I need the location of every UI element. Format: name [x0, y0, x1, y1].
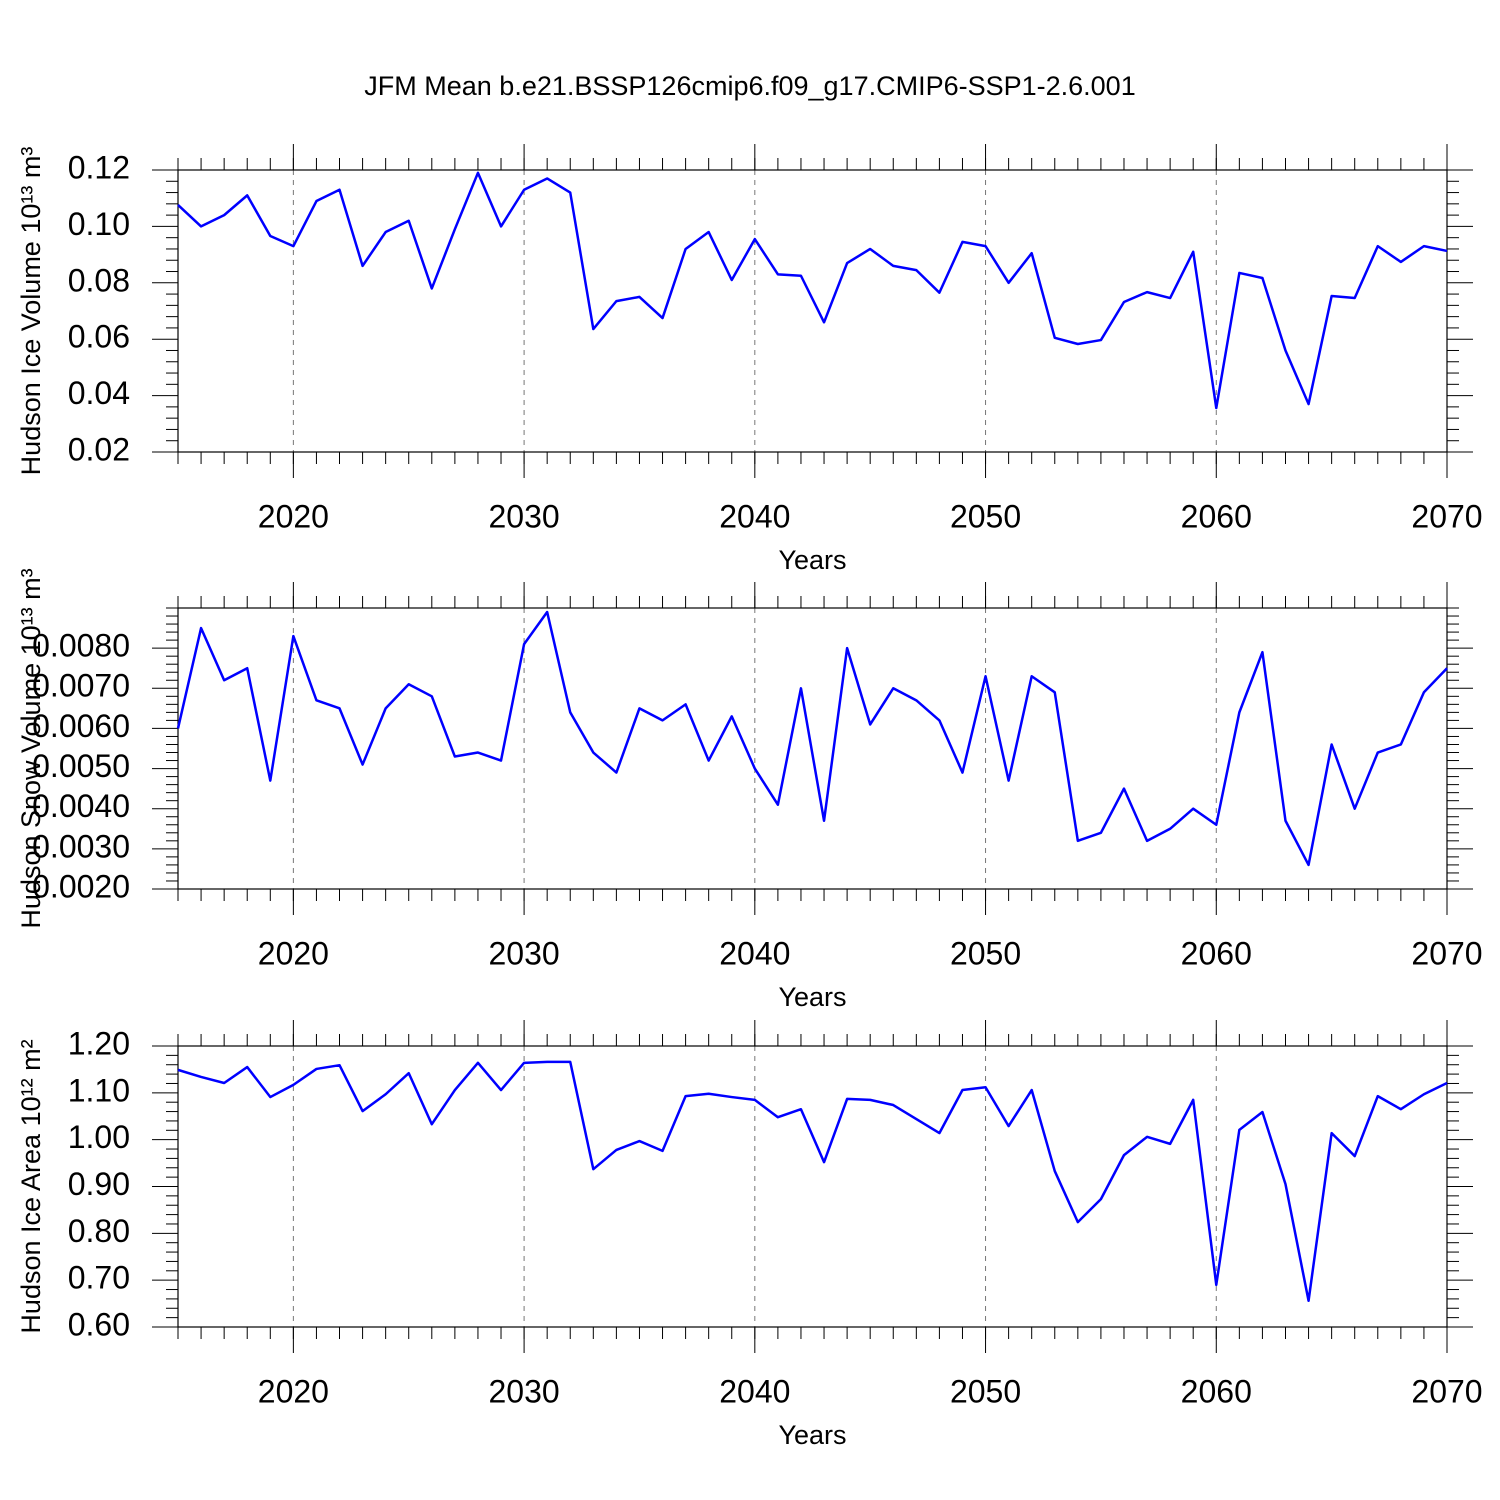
x-tick-label: 2070	[1411, 498, 1482, 534]
x-tick-label: 2060	[1181, 935, 1252, 971]
x-axis-label: Years	[778, 982, 846, 1012]
y-tick-label: 0.80	[68, 1213, 130, 1249]
x-axis-label: Years	[778, 545, 846, 575]
data-line	[177, 1060, 1448, 1303]
plot-frame	[177, 607, 1448, 890]
x-tick-label: 2030	[488, 498, 559, 534]
x-tick-label: 2040	[719, 498, 790, 534]
data-line	[177, 171, 1448, 410]
y-tick-label: 0.0030	[32, 828, 130, 864]
panel: 2020 2030 2040 2050 2060 2070 0.02 0.04 0.06 0.08…	[16, 144, 1483, 575]
y-tick-label: 0.12	[68, 149, 130, 185]
x-tick-label: 2070	[1411, 1373, 1482, 1409]
x-tick-label: 2060	[1181, 1373, 1252, 1409]
x-tick-label: 2040	[719, 935, 790, 971]
x-tick-label: 2060	[1181, 498, 1252, 534]
y-tick-label: 0.06	[68, 319, 130, 355]
x-tick-label: 2050	[950, 498, 1021, 534]
panel: 2020 2030 2040 2050 2060 2070 0.60 0.70 0.80 0.90…	[16, 1020, 1483, 1450]
plot-frame	[177, 169, 1448, 453]
x-tick-label: 2070	[1411, 935, 1482, 971]
y-tick-label: 0.0080	[32, 628, 130, 664]
x-tick-label: 2040	[719, 1373, 790, 1409]
y-tick-label: 0.0040	[32, 788, 130, 824]
y-tick-label: 0.0020	[32, 868, 130, 904]
y-tick-label: 0.0060	[32, 708, 130, 744]
x-axis-label: Years	[778, 1420, 846, 1450]
x-tick-label: 2020	[258, 935, 329, 971]
x-tick-label: 2030	[488, 935, 559, 971]
y-tick-label: 0.0070	[32, 668, 130, 704]
y-tick-label: 0.08	[68, 262, 130, 298]
y-tick-label: 0.0050	[32, 748, 130, 784]
y-axis-label: Hudson Snow Volume 10¹³ m³	[16, 568, 46, 928]
plot-frame	[177, 1045, 1448, 1328]
data-line	[176, 610, 1448, 867]
y-axis-label: Hudson Ice Area 10¹² m²	[16, 1039, 46, 1333]
y-tick-label: 0.60	[68, 1306, 130, 1342]
y-tick-label: 0.10	[68, 206, 130, 242]
y-tick-label: 0.02	[68, 431, 130, 467]
y-tick-label: 1.10	[68, 1072, 130, 1108]
figure-title: JFM Mean b.e21.BSSP126cmip6.f09_g17.CMIP…	[364, 71, 1135, 101]
y-tick-label: 0.90	[68, 1166, 130, 1202]
y-tick-label: 0.70	[68, 1260, 130, 1296]
y-tick-label: 1.00	[68, 1119, 130, 1155]
y-tick-label: 1.20	[68, 1025, 130, 1061]
y-axis-label: Hudson Ice Volume 10¹³ m³	[16, 147, 46, 476]
x-tick-label: 2030	[488, 1373, 559, 1409]
x-tick-label: 2020	[258, 1373, 329, 1409]
y-tick-label: 0.04	[68, 375, 130, 411]
x-tick-label: 2050	[950, 935, 1021, 971]
panel: 2020 2030 2040 2050 2060 2070 0.0020 0.0030 0.00…	[16, 568, 1482, 1012]
x-tick-label: 2020	[258, 498, 329, 534]
x-tick-label: 2050	[950, 1373, 1021, 1409]
